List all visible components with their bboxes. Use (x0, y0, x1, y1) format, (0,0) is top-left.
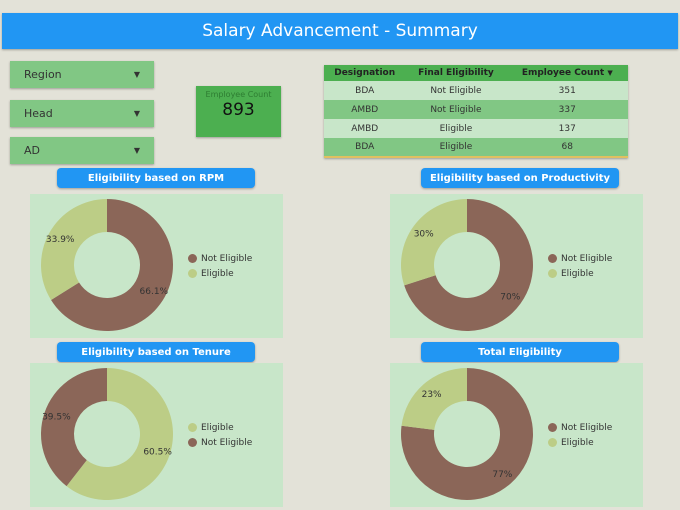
summary-table: Designation Final Eligibility Employee C… (324, 65, 628, 158)
kpi-value: 893 (222, 100, 255, 120)
chevron-down-icon: ▼ (133, 146, 140, 155)
col-employee-count-label: Employee Count (521, 68, 605, 78)
chart-title-total: Total Eligibility (421, 342, 619, 362)
table-cell: AMBD (324, 100, 406, 119)
chart-legend: Not Eligible Eligible (548, 251, 612, 281)
legend-item[interactable]: Not Eligible (548, 251, 612, 266)
table-row[interactable]: BDA Eligible 68 (324, 138, 628, 157)
col-designation[interactable]: Designation (324, 65, 406, 81)
legend-swatch (548, 269, 557, 278)
table-cell: Eligible (405, 138, 507, 157)
head-filter[interactable]: Head ▼ (10, 100, 154, 127)
data-label: 66.1% (140, 287, 169, 297)
col-employee-count[interactable]: Employee Count ▼ (506, 65, 628, 81)
chevron-down-icon: ▼ (133, 70, 140, 79)
donut-slice-not-eligible[interactable] (401, 368, 533, 500)
legend-label: Not Eligible (561, 253, 613, 264)
chart-legend: Not Eligible Eligible (188, 251, 252, 281)
caret-down-icon: ▼ (607, 69, 613, 77)
dashboard-title: Salary Advancement - Summary (2, 13, 678, 49)
chart-legend: Eligible Not Eligible (188, 420, 252, 450)
donut-slice-eligible[interactable] (66, 368, 173, 500)
chart-title-productivity: Eligibility based on Productivity (421, 168, 619, 188)
donut-slice-eligible[interactable] (401, 368, 467, 430)
data-label: 23% (422, 390, 442, 400)
data-label: 70% (500, 292, 520, 302)
table-cell: Not Eligible (405, 81, 507, 100)
legend-label: Not Eligible (561, 422, 613, 433)
donut-slice-eligible[interactable] (401, 199, 467, 286)
data-label: 33.9% (46, 235, 75, 245)
kpi-label: Employee Count (205, 90, 272, 99)
data-label: 39.5% (42, 413, 71, 423)
chart-title-tenure: Eligibility based on Tenure (57, 342, 255, 362)
table-cell: 337 (506, 100, 628, 119)
legend-item[interactable]: Not Eligible (188, 435, 252, 450)
legend-item[interactable]: Eligible (548, 266, 612, 281)
total-donut-chart: 77% 23% Not Eligible Eligible (390, 363, 643, 507)
col-final-eligibility[interactable]: Final Eligibility (405, 65, 507, 81)
chart-title-rpm: Eligibility based on RPM (57, 168, 255, 188)
table-cell: 351 (506, 81, 628, 100)
legend-label: Eligible (561, 437, 594, 448)
legend-label: Eligible (201, 422, 234, 433)
table-cell: Not Eligible (405, 100, 507, 119)
table-cell: BDA (324, 81, 406, 100)
legend-swatch (188, 423, 197, 432)
chevron-down-icon: ▼ (133, 109, 140, 118)
employee-count-card: Employee Count 893 (196, 86, 281, 137)
region-filter[interactable]: Region ▼ (10, 61, 154, 88)
table-cell: BDA (324, 138, 406, 157)
legend-item[interactable]: Eligible (548, 435, 612, 450)
productivity-donut-chart: 70% 30% Not Eligible Eligible (390, 194, 643, 338)
legend-swatch (548, 438, 557, 447)
head-filter-label: Head (24, 107, 53, 120)
legend-swatch (188, 254, 197, 263)
table-cell: Eligible (405, 119, 507, 138)
legend-swatch (188, 269, 197, 278)
donut-slice-not-eligible[interactable] (40, 368, 107, 487)
legend-swatch (188, 438, 197, 447)
legend-item[interactable]: Eligible (188, 420, 252, 435)
chart-legend: Not Eligible Eligible (548, 420, 612, 450)
legend-label: Eligible (201, 268, 234, 279)
donut-slice-not-eligible[interactable] (404, 199, 533, 331)
legend-item[interactable]: Not Eligible (548, 420, 612, 435)
table-cell: 68 (506, 138, 628, 157)
legend-label: Not Eligible (201, 437, 253, 448)
ad-filter-label: AD (24, 144, 40, 157)
table-row[interactable]: AMBD Eligible 137 (324, 119, 628, 138)
data-label: 60.5% (143, 447, 172, 457)
legend-label: Not Eligible (201, 253, 253, 264)
legend-item[interactable]: Eligible (188, 266, 252, 281)
table-row[interactable]: BDA Not Eligible 351 (324, 81, 628, 100)
data-label: 30% (414, 230, 434, 240)
legend-label: Eligible (561, 268, 594, 279)
tenure-donut-chart: 60.5% 39.5% Eligible Not Eligible (30, 363, 283, 507)
table-cell: 137 (506, 119, 628, 138)
legend-item[interactable]: Not Eligible (188, 251, 252, 266)
table-cell: AMBD (324, 119, 406, 138)
ad-filter[interactable]: AD ▼ (10, 137, 154, 164)
rpm-donut-chart: 66.1% 33.9% Not Eligible Eligible (30, 194, 283, 338)
table-row[interactable]: AMBD Not Eligible 337 (324, 100, 628, 119)
legend-swatch (548, 423, 557, 432)
data-label: 77% (492, 470, 512, 480)
donut-slice-eligible[interactable] (41, 199, 107, 301)
legend-swatch (548, 254, 557, 263)
donut-slice-not-eligible[interactable] (51, 199, 173, 331)
region-filter-label: Region (24, 68, 62, 81)
